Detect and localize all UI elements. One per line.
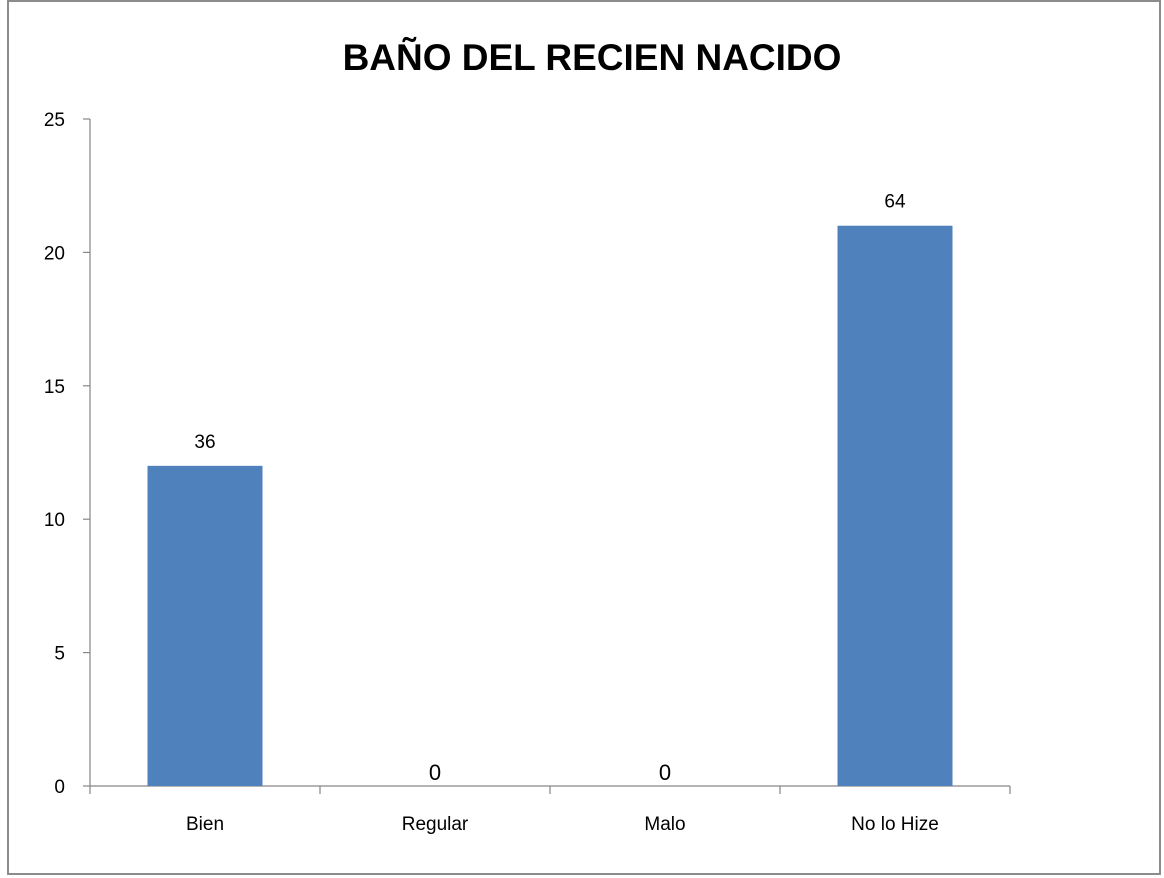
bar [147,465,263,786]
x-tick-label: Regular [402,814,469,835]
x-axis: Bien Regular Malo No lo Hize [89,785,1011,835]
data-label: 0 [429,760,441,785]
data-labels: 36 0 0 64 [194,192,906,785]
data-label: 0 [659,760,671,785]
data-label: 64 [884,192,906,213]
y-tick-label: 15 [44,377,65,398]
x-tick-label: Malo [644,814,685,835]
y-axis: 0 5 10 15 20 25 [44,110,91,798]
x-tick-label: No lo Hize [851,814,939,835]
bars [147,225,953,787]
y-tick-label: 0 [54,777,65,798]
y-tick-label: 5 [54,644,65,665]
y-tick-label: 20 [44,243,65,264]
bar [837,225,953,787]
data-label: 36 [194,432,215,453]
y-tick-label: 10 [44,510,65,531]
y-tick-label: 25 [44,110,65,131]
x-tick-label: Bien [186,814,224,835]
chart-title: BAÑO DEL RECIEN NACIDO [343,36,842,78]
